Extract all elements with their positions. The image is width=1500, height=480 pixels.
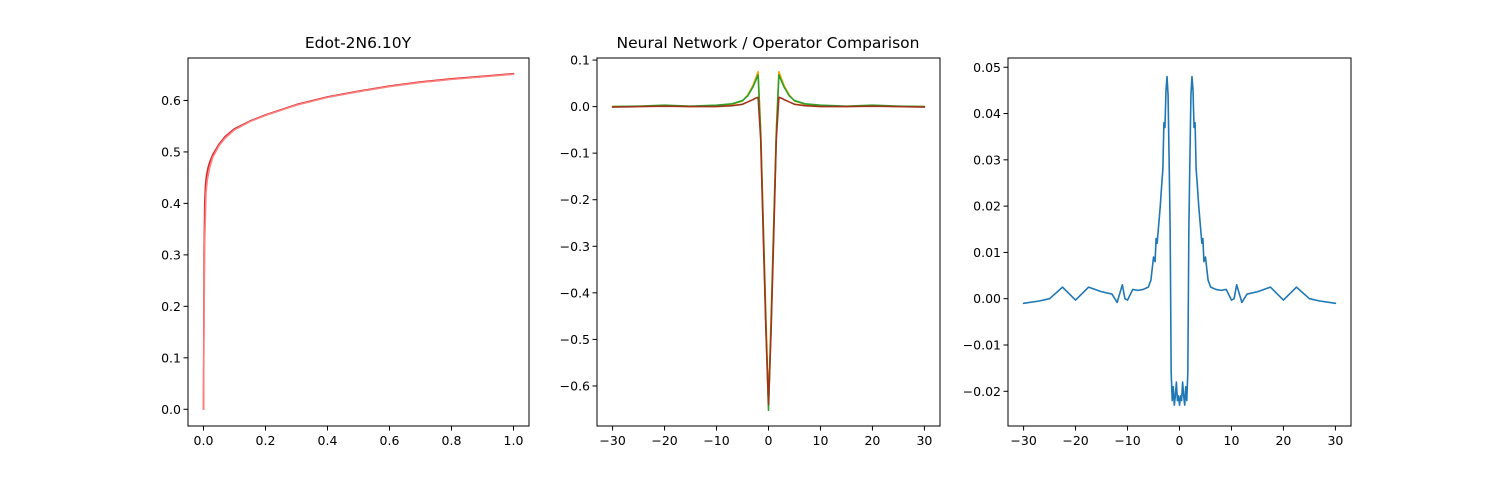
right-y-tick-label: 0.04 — [973, 106, 1001, 121]
right-x-tick-label: −20 — [1062, 433, 1088, 448]
middle-y-tick-label: −0.3 — [560, 239, 590, 254]
left-y-tick-label: 0.3 — [161, 247, 181, 262]
middle-panel: Neural Network / Operator Comparison −30… — [560, 34, 941, 448]
right-panel: −30 −20 −10 0 10 20 30 0.05 0.04 0.03 0.02 0.01 0.00… — [963, 57, 1352, 448]
left-x-tick-label: 0.2 — [256, 433, 276, 448]
middle-x-tick-label: −20 — [651, 433, 677, 448]
right-y-tick-label: 0.03 — [973, 152, 1001, 167]
middle-y-tick-label: 0.0 — [570, 99, 590, 114]
left-y-tick-label: 0.2 — [161, 299, 181, 314]
left-x-tick-label: 0.6 — [380, 433, 400, 448]
left-panel-title: Edot-2N6.10Y — [305, 34, 412, 52]
right-y-tick-label: 0.00 — [973, 291, 1001, 306]
middle-x-tick-label: 30 — [916, 433, 932, 448]
right-x-tick-label: −10 — [1114, 433, 1140, 448]
middle-plot-area — [596, 57, 941, 427]
middle-x-tick-label: −30 — [599, 433, 625, 448]
left-y-tick-label: 0.6 — [161, 93, 181, 108]
right-y-tick-label: 0.05 — [973, 60, 1001, 75]
left-x-tick-label: 1.0 — [504, 433, 524, 448]
right-y-tick-label: 0.01 — [973, 245, 1001, 260]
middle-x-tick-label: 10 — [813, 433, 829, 448]
left-plot-area — [187, 57, 530, 427]
middle-x-tick-label: 0 — [765, 433, 773, 448]
middle-x-tick-label: 20 — [864, 433, 880, 448]
middle-y-tick-label: −0.5 — [560, 332, 590, 347]
right-y-tick-label: 0.02 — [973, 199, 1001, 214]
left-panel: Edot-2N6.10Y 0.0 0.2 0.4 0.6 0.8 1.0 0.0 0.1 0.2… — [161, 34, 530, 448]
middle-y-tick-label: −0.6 — [560, 378, 590, 393]
middle-y-tick-label: −0.2 — [560, 192, 590, 207]
right-x-tick-label: 30 — [1327, 433, 1343, 448]
right-x-tick-label: 10 — [1224, 433, 1240, 448]
middle-series-line-3 — [611, 96, 926, 406]
left-y-tick-label: 0.4 — [161, 196, 181, 211]
right-series-line-1 — [1022, 75, 1337, 406]
left-x-tick-label: 0.8 — [442, 433, 462, 448]
right-x-tick-label: 0 — [1176, 433, 1184, 448]
left-x-tick-label: 0.4 — [318, 433, 338, 448]
right-y-tick-label: −0.02 — [963, 384, 1001, 399]
left-series-line-2 — [202, 73, 515, 411]
middle-y-tick-label: 0.1 — [570, 53, 590, 68]
middle-series-line-2 — [611, 74, 926, 411]
left-y-tick-label: 0.5 — [161, 144, 181, 159]
middle-panel-title: Neural Network / Operator Comparison — [617, 34, 920, 52]
left-y-tick-label: 0.0 — [161, 402, 181, 417]
left-y-tick-label: 0.1 — [161, 350, 181, 365]
right-x-tick-label: 20 — [1275, 433, 1291, 448]
middle-y-tick-label: −0.1 — [560, 146, 590, 161]
right-plot-area — [1007, 57, 1352, 427]
right-x-tick-label: −30 — [1010, 433, 1036, 448]
left-x-tick-label: 0.0 — [194, 433, 214, 448]
left-axes-border — [187, 57, 530, 427]
middle-x-tick-label: −10 — [703, 433, 729, 448]
right-y-tick-label: −0.01 — [963, 337, 1001, 352]
middle-y-tick-label: −0.4 — [560, 285, 590, 300]
